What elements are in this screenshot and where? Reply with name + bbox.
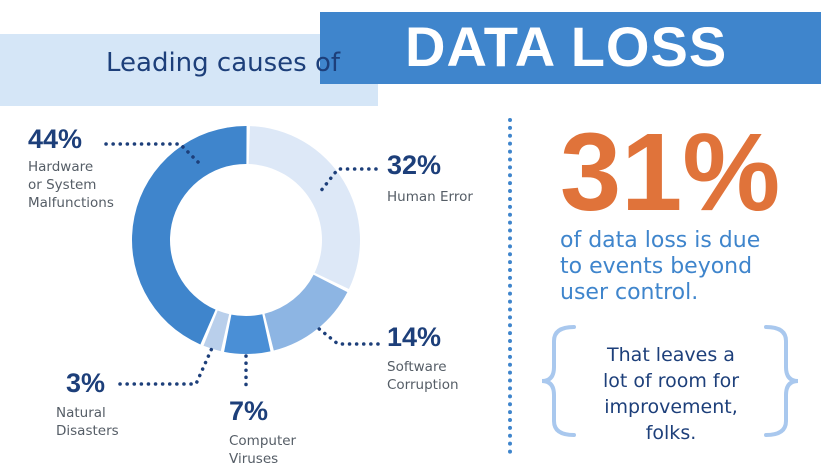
- page-subtitle: Leading causes of: [106, 48, 341, 78]
- slice-label-viruses: Computer Viruses: [229, 433, 297, 467]
- slice-hardware: [131, 125, 247, 345]
- slice-pct-viruses: 7%: [229, 396, 269, 426]
- stat-text: of data loss is due to events beyond use…: [560, 228, 761, 305]
- slice-pct-natural: 3%: [66, 368, 106, 398]
- leader-line-software: [316, 326, 380, 346]
- subtitle-banner: [0, 34, 378, 106]
- slice-human-error: [248, 126, 361, 290]
- slice-pct-software: 14%: [387, 322, 442, 352]
- leader-line-hardware: [104, 142, 202, 166]
- slice-pct-hardware: 44%: [28, 124, 83, 154]
- title-banner: [320, 12, 821, 84]
- slice-label-natural: Natural Disasters: [56, 405, 119, 439]
- slice-viruses: [224, 314, 271, 354]
- stat-value: 31%: [560, 111, 781, 234]
- slice-label-software: Software Corruption: [387, 359, 459, 393]
- leader-line-natural: [118, 346, 214, 386]
- page-title: DATA LOSS: [405, 15, 728, 78]
- quote-text: That leaves a lot of room for improvemen…: [602, 344, 740, 444]
- right-brace-icon: [764, 325, 799, 437]
- leader-line-human-error: [318, 167, 378, 194]
- left-brace-icon: [541, 325, 576, 437]
- slice-label-hardware: Hardware or System Malfunctions: [28, 159, 114, 211]
- slice-pct-human-error: 32%: [387, 150, 442, 180]
- dotted-divider: [508, 118, 512, 454]
- slice-label-human-error: Human Error: [387, 189, 473, 205]
- slice-software: [264, 274, 348, 351]
- slice-natural: [203, 310, 230, 352]
- donut-chart: [104, 125, 380, 388]
